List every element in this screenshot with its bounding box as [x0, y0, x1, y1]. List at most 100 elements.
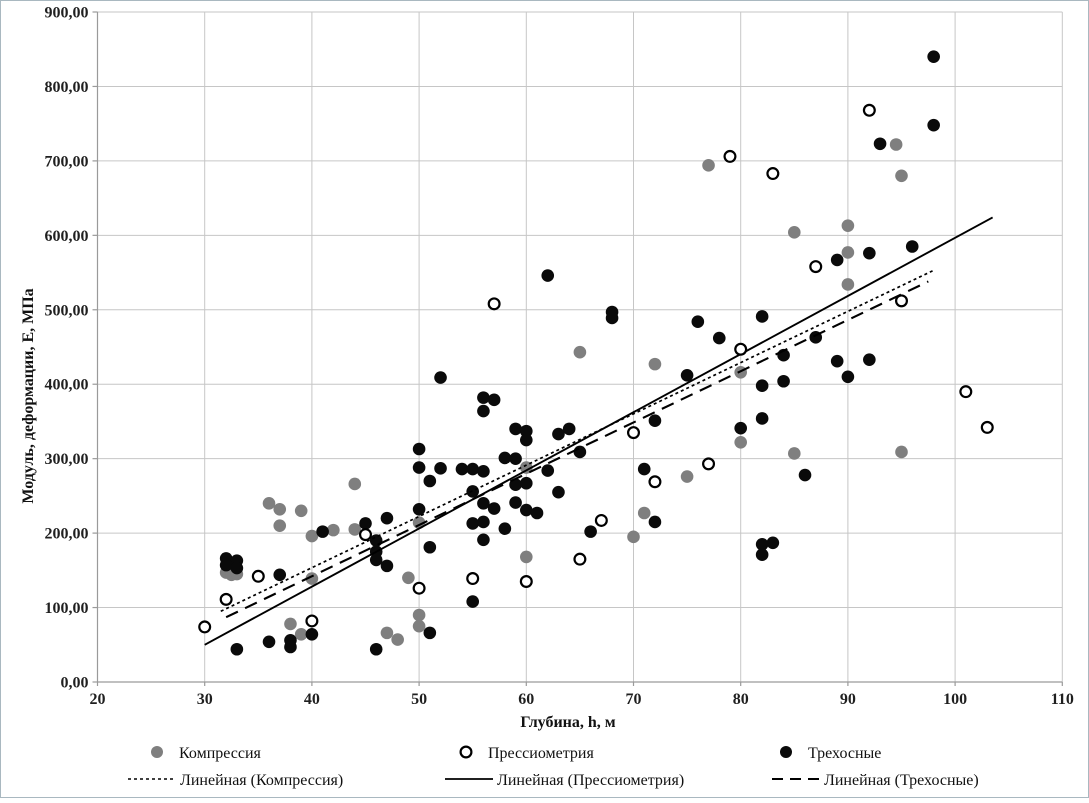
pressiometriya-marker-icon	[459, 745, 473, 759]
data-point-kompressiya	[637, 506, 651, 520]
data-point-pressiometriya	[487, 297, 501, 311]
data-point-trekhosnye	[520, 433, 533, 447]
data-point-kompressiya	[841, 219, 855, 232]
data-point-trekhosnye	[412, 442, 426, 456]
data-point-pressiometriya	[648, 475, 662, 489]
series-kompressiya-points	[219, 138, 908, 646]
data-point-trekhosnye	[552, 427, 565, 441]
y-tick-label: 700,00	[45, 153, 89, 170]
data-point-trekhosnye	[830, 253, 844, 267]
data-point-trekhosnye	[380, 559, 394, 573]
data-point-kompressiya	[648, 357, 662, 371]
data-point-pressiometriya	[573, 552, 587, 566]
legend-label-linear-pressiometriya: Линейная (Прессиометрия)	[497, 772, 684, 789]
data-point-trekhosnye	[477, 533, 490, 547]
data-point-trekhosnye	[369, 553, 383, 567]
data-point-trekhosnye	[863, 246, 876, 260]
data-point-trekhosnye	[380, 511, 394, 525]
data-point-trekhosnye	[841, 370, 855, 384]
data-point-trekhosnye	[455, 462, 469, 476]
data-point-trekhosnye	[477, 404, 490, 418]
x-tick-label: 70	[626, 691, 642, 708]
data-point-pressiometriya	[723, 149, 737, 163]
trendline-solid	[204, 216, 994, 646]
data-point-kompressiya	[520, 461, 533, 474]
data-point-trekhosnye	[305, 628, 319, 641]
data-point-pressiometriya	[626, 426, 640, 440]
x-tick-label: 50	[411, 691, 427, 708]
data-point-pressiometriya	[466, 572, 480, 586]
data-point-pressiometriya	[219, 592, 233, 606]
x-axis-tick-labels: 20 30 40 50 60 70 80 90 100 110	[90, 691, 1074, 708]
data-point-kompressiya	[402, 571, 415, 585]
data-point-kompressiya	[627, 530, 640, 544]
data-point-kompressiya	[305, 529, 319, 543]
data-point-trekhosnye	[766, 536, 780, 550]
data-point-trekhosnye	[562, 422, 576, 436]
data-point-trekhosnye	[230, 561, 244, 575]
data-point-trekhosnye	[530, 506, 544, 520]
legend-item-pressiometriya: Прессиометрия	[459, 745, 594, 762]
data-point-trekhosnye	[927, 50, 940, 63]
data-point-trekhosnye	[262, 635, 276, 649]
data-point-pressiometriya	[359, 528, 373, 542]
data-point-pressiometriya	[959, 385, 973, 399]
x-tick-label: 20	[90, 691, 106, 708]
data-point-kompressiya	[680, 470, 694, 483]
data-point-trekhosnye	[423, 540, 437, 554]
data-point-trekhosnye	[466, 595, 480, 608]
data-point-trekhosnye	[434, 371, 447, 384]
legend-item-kompressiya: Компрессия	[151, 745, 262, 762]
legend-label-kompressiya: Компрессия	[179, 745, 262, 762]
data-point-trekhosnye	[552, 485, 565, 499]
data-point-pressiometriya	[594, 513, 608, 527]
data-point-trekhosnye	[509, 478, 522, 492]
y-tick-label: 200,00	[45, 526, 89, 543]
data-point-trekhosnye	[637, 462, 651, 476]
data-point-kompressiya	[380, 626, 394, 640]
data-point-trekhosnye	[498, 451, 512, 465]
data-point-trekhosnye	[755, 412, 769, 425]
data-point-trekhosnye	[477, 391, 490, 404]
data-point-kompressiya	[294, 504, 308, 518]
data-point-trekhosnye	[798, 468, 812, 482]
x-axis-title: Глубина, h, м	[520, 714, 615, 731]
data-point-trekhosnye	[541, 269, 555, 282]
data-point-pressiometriya	[734, 342, 748, 356]
data-point-pressiometriya	[766, 167, 780, 181]
data-point-trekhosnye	[359, 517, 372, 530]
data-point-trekhosnye	[905, 240, 919, 253]
data-point-trekhosnye	[520, 476, 533, 490]
data-point-pressiometriya	[702, 457, 716, 471]
data-point-trekhosnye	[691, 315, 705, 328]
y-tick-label: 400,00	[45, 377, 89, 394]
data-point-trekhosnye	[412, 502, 426, 516]
data-point-trekhosnye	[573, 445, 587, 459]
series-pressiometriya-points	[198, 103, 994, 634]
data-point-trekhosnye	[680, 368, 694, 382]
data-point-kompressiya	[788, 226, 801, 239]
data-point-trekhosnye	[487, 502, 501, 515]
data-point-pressiometriya	[519, 574, 533, 588]
data-point-kompressiya	[889, 138, 903, 151]
legend: Компрессия Прессиометрия Трехосные Линей…	[128, 745, 979, 789]
data-point-trekhosnye	[777, 374, 790, 388]
data-point-kompressiya	[788, 447, 801, 460]
data-point-trekhosnye	[369, 642, 383, 656]
data-point-trekhosnye	[648, 515, 662, 529]
data-point-kompressiya	[348, 523, 362, 536]
legend-label-linear-kompressiya: Линейная (Компрессия)	[180, 772, 343, 789]
data-point-trekhosnye	[316, 525, 329, 538]
legend-item-trekhosnye: Трехосные	[780, 745, 881, 762]
data-point-trekhosnye	[605, 311, 619, 325]
data-point-kompressiya	[841, 246, 855, 259]
data-point-trekhosnye	[927, 118, 940, 132]
y-tick-label: 0,00	[61, 675, 89, 692]
data-point-pressiometriya	[305, 614, 319, 628]
data-point-trekhosnye	[873, 137, 887, 151]
data-point-trekhosnye	[509, 496, 522, 509]
data-point-pressiometriya	[980, 420, 994, 434]
y-tick-label: 600,00	[45, 228, 89, 245]
data-point-kompressiya	[573, 345, 587, 359]
